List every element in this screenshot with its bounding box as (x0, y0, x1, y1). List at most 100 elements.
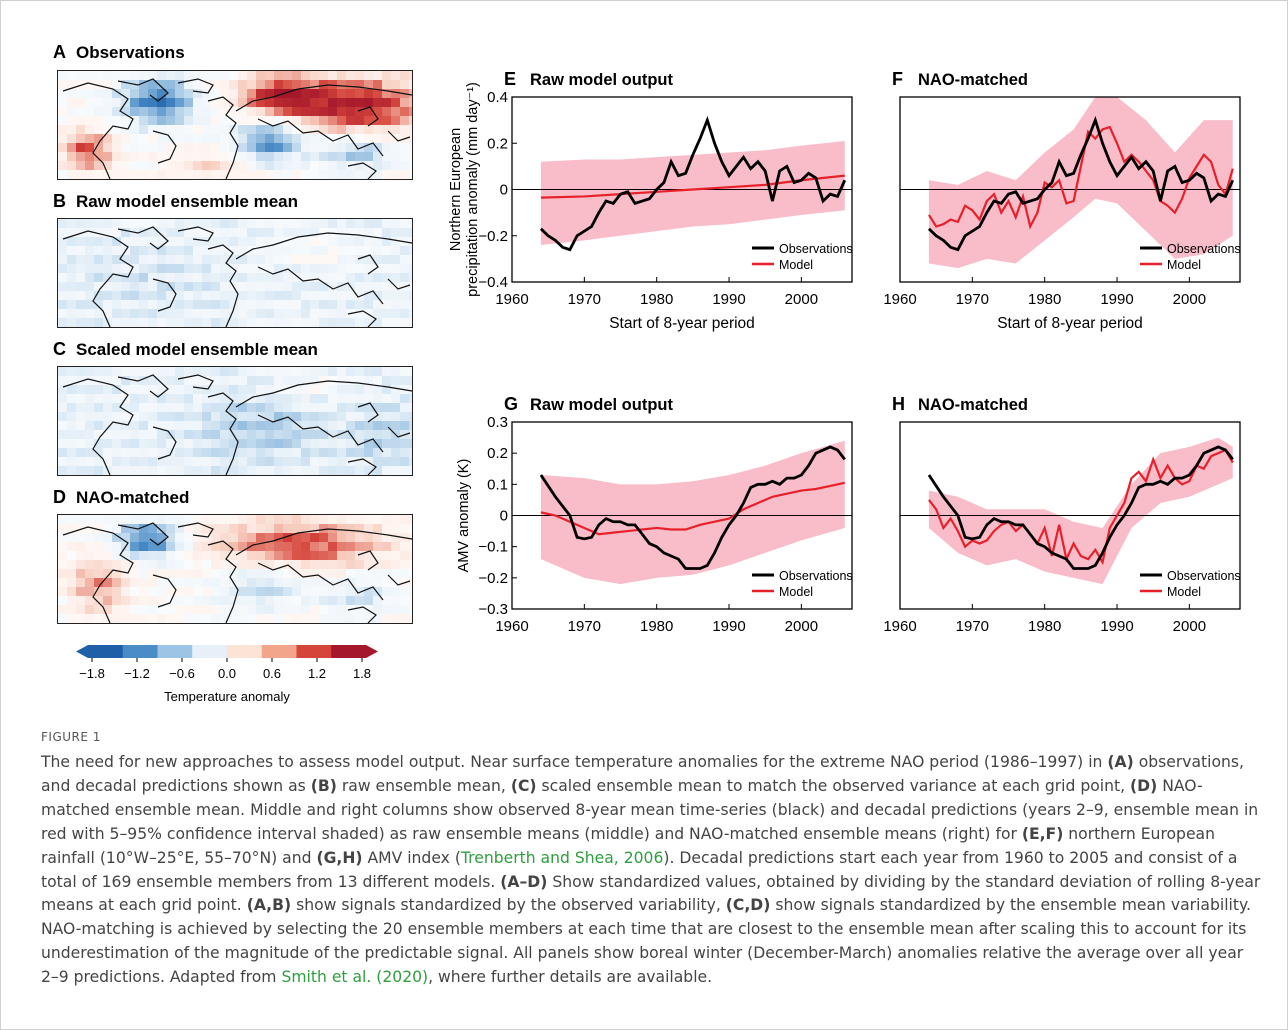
coastline (177, 78, 214, 94)
coastline (235, 380, 412, 408)
legend-label-observations: Observations (1167, 242, 1241, 256)
coastline (347, 310, 377, 327)
y-tick-label: 0.4 (487, 89, 508, 106)
coastline (207, 540, 239, 623)
panel-label-c: C Scaled model ensemble mean (53, 339, 318, 359)
confidence-band (540, 140, 845, 245)
coastline (347, 458, 377, 475)
x-tick-label: 1990 (1100, 618, 1133, 635)
legend-label-model: Model (1167, 258, 1201, 272)
coastline (357, 254, 379, 275)
coastline (357, 550, 379, 571)
chart-panel-letter: H (892, 394, 905, 414)
chart-title: Raw model output (530, 71, 673, 89)
colorbar-tick-label: −0.6 (169, 666, 195, 681)
coastline (207, 244, 239, 327)
coastline (387, 426, 411, 438)
y-tick-label: 0.1 (487, 476, 508, 493)
coastline (152, 574, 177, 608)
x-axis-label: Start of 8-year period (997, 315, 1143, 332)
colorbar: −1.8 −1.2 −0.6 0.0 0.6 1.2 1.8 Temperature ano… (76, 645, 378, 704)
x-tick-label: 1990 (712, 291, 745, 308)
coastline (357, 106, 379, 127)
coastline (387, 130, 411, 142)
colorbar-segment (296, 645, 332, 658)
map-scaled-ensemble-mean (57, 366, 413, 476)
coastline (152, 130, 177, 164)
x-tick-label: 1980 (1028, 618, 1061, 635)
colorbar-segment (157, 645, 193, 658)
observations-series-line (539, 445, 846, 570)
colorbar-tick-label: 0.0 (218, 666, 236, 681)
charts-area: 1960 1970 1980 1990 2000 −0.4 −0.2 0 0.2 0.4E Raw … (448, 69, 1241, 635)
x-tick-label: 1970 (568, 618, 601, 635)
model-series-line (928, 448, 1234, 566)
coastline (177, 374, 214, 390)
x-tick-label: 1960 (883, 291, 916, 308)
y-tick-label: 0 (500, 182, 508, 199)
reference-link-trenberth[interactable]: Trenberth and Shea, 2006 (460, 848, 664, 867)
coastline (257, 414, 384, 453)
y-tick-label: 0 (500, 508, 508, 525)
x-tick-label: 2000 (1173, 291, 1206, 308)
panel-label-b: B Raw model ensemble mean (53, 191, 299, 211)
colorbar-arrow-right (366, 645, 378, 658)
y-tick-label: 0.2 (487, 445, 508, 462)
x-axis-label: Start of 8-year period (609, 315, 755, 332)
x-tick-label: 1990 (712, 618, 745, 635)
x-tick-label: 1970 (568, 291, 601, 308)
chart-e: 1960 1970 1980 1990 2000 −0.4 −0.2 0 0.2 0.4E Raw … (448, 69, 853, 332)
y-axis-label: Northern European (448, 128, 464, 251)
chart-f: 1960 1970 1980 1990 2000 F NAO-matched Observat… (883, 69, 1240, 332)
x-tick-label: 1960 (495, 618, 528, 635)
coastline (62, 230, 134, 327)
chart-title: Raw model output (530, 396, 673, 414)
colorbar-tick-label: 0.6 (263, 666, 281, 681)
coastline (357, 402, 379, 423)
x-tick-label: 1970 (956, 291, 989, 308)
confidence-band (928, 97, 1233, 269)
chart-panel-letter: F (892, 69, 903, 89)
colorbar-segment (88, 645, 124, 658)
coastline (257, 562, 384, 601)
coastline (117, 226, 169, 250)
chart-g: 1960 1970 1980 1990 2000 −0.3 −0.2 −0.1 0 0.1 0.2 0… (456, 394, 853, 635)
x-tick-label: 1980 (640, 618, 673, 635)
model-series-line (928, 125, 1234, 230)
reference-link-smith[interactable]: Smith et al. (2020) (281, 968, 429, 987)
coastline (257, 118, 384, 157)
chart-title: NAO-matched (918, 396, 1028, 414)
colorbar-tick-label: 1.2 (308, 666, 326, 681)
legend-label-model: Model (779, 585, 813, 599)
x-tick-label: 1980 (640, 291, 673, 308)
x-tick-label: 1980 (1028, 291, 1061, 308)
figure-caption: FIGURE 1 The need for new approaches to … (41, 730, 1261, 990)
legend-label-model: Model (1167, 585, 1201, 599)
y-tick-label: −0.2 (478, 570, 508, 587)
y-tick-label: −0.2 (478, 228, 508, 245)
coastline (117, 522, 169, 546)
x-tick-label: 2000 (1173, 618, 1206, 635)
figure-label: FIGURE 1 (41, 730, 101, 744)
colorbar-arrow-left (76, 645, 88, 658)
x-tick-label: 2000 (785, 618, 818, 635)
colorbar-segment (261, 645, 297, 658)
model-series-line (540, 481, 845, 536)
coastline (235, 232, 412, 260)
colorbar-segment (192, 645, 228, 658)
colorbar-segment (227, 645, 263, 658)
x-tick-label: 1990 (1100, 291, 1133, 308)
coastline (207, 96, 239, 179)
legend-label-observations: Observations (779, 242, 853, 256)
coastline (387, 574, 411, 586)
colorbar-segment (122, 645, 158, 658)
colorbar-label: Temperature anomaly (164, 689, 290, 704)
x-tick-label: 1960 (883, 618, 916, 635)
panel-label-d: D NAO-matched (53, 487, 190, 507)
confidence-band (540, 440, 845, 585)
legend-label-observations: Observations (779, 569, 853, 583)
panel-label-a: A Observations (53, 42, 185, 62)
chart-panel-letter: E (504, 69, 516, 89)
legend-label-model: Model (779, 258, 813, 272)
legend-label-observations: Observations (1167, 569, 1241, 583)
